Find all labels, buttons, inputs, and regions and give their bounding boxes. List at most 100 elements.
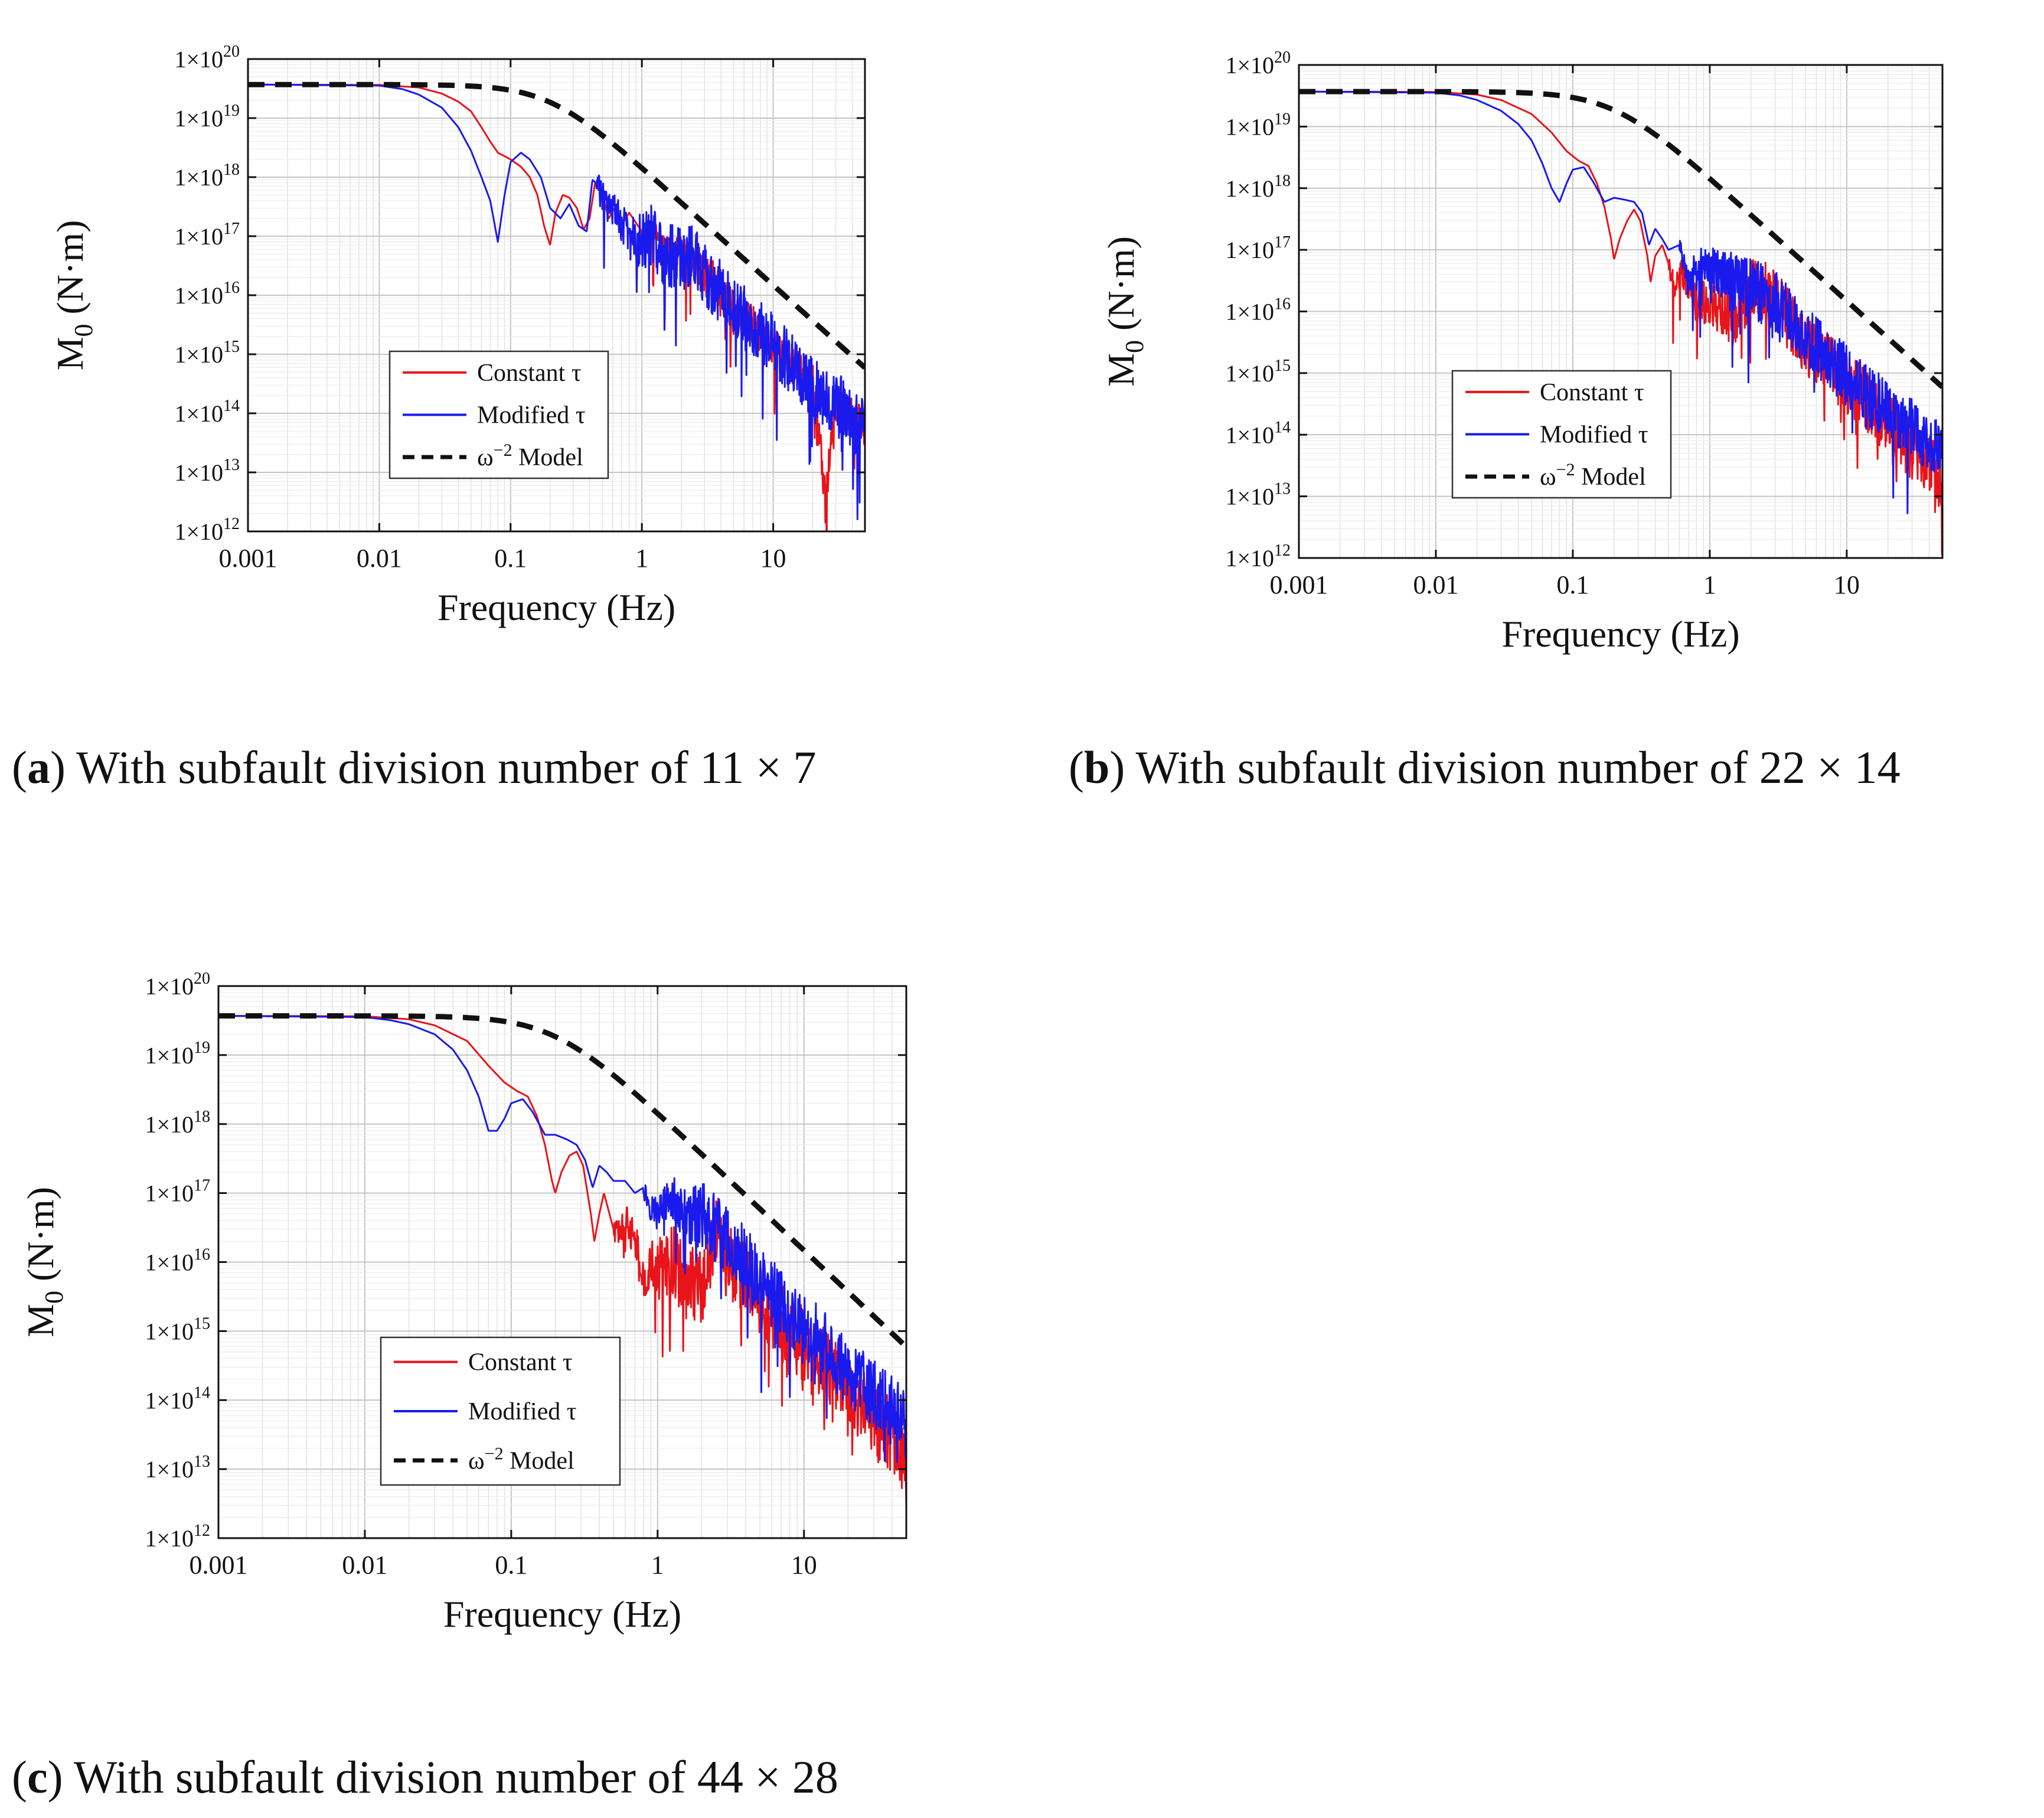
y-tick-exponent: 12 [194, 1522, 210, 1540]
y-tick-exponent: 20 [1274, 48, 1291, 67]
y-tick-base: 1×10 [1225, 175, 1274, 202]
y-tick-label: 1×1017 [1225, 233, 1291, 263]
y-tick-label: 1×1020 [174, 43, 240, 73]
caption-a-letter: a [27, 742, 50, 793]
legend-label-base: ω [477, 444, 494, 471]
y-tick-label: 1×1018 [1225, 172, 1291, 202]
y-tick-label: 1×1017 [174, 220, 240, 250]
legend-label: ω−2 Model [468, 1444, 574, 1474]
y-tick-label: 1×1018 [145, 1108, 210, 1138]
y-tick-exponent: 18 [194, 1108, 210, 1126]
y-axis-label-sub: 0 [40, 1291, 68, 1304]
y-axis-label-unit: (N·m) [1100, 236, 1142, 340]
x-tick-label: 10 [1834, 570, 1860, 599]
legend-label: Constant τ [468, 1349, 573, 1376]
y-tick-label: 1×1020 [145, 970, 210, 1000]
y-axis-label-main: M [49, 337, 91, 371]
y-axis-label-unit: (N·m) [49, 220, 91, 324]
x-tick-label: 0.1 [494, 544, 527, 573]
y-tick-label: 1×1020 [1225, 48, 1291, 79]
caption-b-text: With subfault division number of 22 × 14 [1135, 742, 1901, 793]
y-tick-base: 1×10 [174, 105, 223, 132]
legend-a: Constant τ Modified τ ω−2 Model [388, 350, 609, 479]
y-tick-base: 1×10 [1225, 237, 1274, 263]
x-tick-label: 1 [635, 544, 648, 573]
legend-label: ω−2 Model [477, 440, 583, 471]
y-tick-base: 1×10 [174, 400, 223, 427]
y-tick-exponent: 14 [1274, 418, 1291, 436]
x-tick-label: 1 [1703, 570, 1716, 599]
caption-b: (b) With subfault division number of 22 … [1069, 742, 1901, 793]
y-tick-label: 1×1017 [145, 1177, 210, 1207]
y-tick-exponent: 12 [223, 515, 240, 533]
y-axis-label-main: M [19, 1304, 61, 1337]
legend-label: Modified τ [468, 1398, 577, 1425]
y-tick-base: 1×10 [145, 1042, 194, 1069]
y-tick-label: 1×1015 [174, 338, 240, 368]
x-axis-label: Frequency (Hz) [1501, 613, 1739, 655]
caption-a-text: With subfault division number of 11 × 7 [76, 742, 817, 793]
x-tick-label: 10 [760, 544, 786, 573]
y-tick-base: 1×10 [145, 1249, 194, 1276]
y-tick-label: 1×1015 [1225, 357, 1291, 387]
legend-c: Constant τ Modified τ ω−2 Model [380, 1336, 621, 1486]
y-tick-exponent: 18 [223, 161, 240, 179]
series-modified-tau-line [248, 83, 865, 520]
x-tick-label: 0.001 [219, 544, 277, 573]
plot-area-b [1299, 89, 1942, 556]
caption-c: (c) With subfault division number of 44 … [12, 1751, 838, 1803]
y-tick-label: 1×1013 [145, 1453, 210, 1483]
y-tick-base: 1×10 [145, 1525, 194, 1552]
x-tick-label: 0.01 [1413, 570, 1458, 599]
y-tick-label: 1×1014 [174, 397, 240, 427]
series-modified-tau-line [1299, 90, 1942, 514]
x-tick-label: 0.001 [190, 1551, 248, 1579]
y-tick-base: 1×10 [1225, 422, 1274, 448]
y-tick-base: 1×10 [1225, 360, 1274, 387]
series-model-line [1299, 89, 1942, 389]
y-axis-label: M0 (N·m) [1100, 236, 1149, 387]
y-tick-exponent: 12 [1274, 541, 1291, 560]
y-tick-base: 1×10 [174, 459, 223, 486]
caption-c-text: With subfault division number of 44 × 28 [73, 1751, 838, 1803]
y-tick-label: 1×1013 [1225, 480, 1291, 510]
y-tick-base: 1×10 [1225, 484, 1274, 510]
legend-label-tail: Model [1575, 464, 1646, 491]
y-axis-label: M0 (N·m) [49, 220, 98, 371]
legend-label: ω−2 Model [1540, 460, 1646, 491]
y-tick-label: 1×1012 [174, 515, 240, 545]
y-tick-label: 1×1012 [145, 1522, 210, 1552]
y-tick-label: 1×1019 [1225, 110, 1291, 140]
y-tick-base: 1×10 [174, 164, 223, 191]
y-tick-label: 1×1019 [145, 1039, 210, 1069]
x-tick-label: 0.001 [1270, 570, 1328, 599]
y-tick-exponent: 16 [223, 279, 240, 297]
plot-area-c [218, 1013, 906, 1507]
y-tick-base: 1×10 [1225, 52, 1274, 79]
y-tick-base: 1×10 [1225, 113, 1274, 140]
y-tick-exponent: 19 [223, 102, 240, 120]
y-tick-label: 1×1016 [1225, 295, 1291, 325]
y-tick-exponent: 16 [194, 1246, 210, 1264]
series-model-line [218, 1013, 906, 1349]
y-tick-base: 1×10 [174, 223, 223, 250]
x-tick-label: 0.01 [357, 544, 402, 573]
legend-label: Constant τ [1540, 379, 1644, 406]
y-tick-label: 1×1016 [145, 1246, 210, 1276]
y-tick-label: 1×1014 [145, 1383, 210, 1414]
y-tick-base: 1×10 [145, 1387, 194, 1414]
y-tick-exponent: 19 [194, 1039, 210, 1057]
y-tick-exponent: 13 [194, 1453, 210, 1471]
caption-a: (a) With subfault division number of 11 … [12, 742, 817, 793]
y-tick-exponent: 13 [223, 456, 240, 474]
y-tick-label: 1×1019 [174, 102, 240, 132]
y-tick-base: 1×10 [174, 46, 223, 73]
y-tick-base: 1×10 [145, 1111, 194, 1138]
y-tick-exponent: 13 [1274, 480, 1291, 498]
y-tick-base: 1×10 [1225, 299, 1274, 325]
legend-b: Constant τ Modified τ ω−2 Model [1451, 370, 1672, 499]
legend-label-base: ω [1540, 464, 1556, 491]
x-tick-label: 0.1 [1556, 570, 1589, 599]
chart-b: 0.001 0.01 0.1 1 101×10121×10131×10141×10151… [1100, 48, 1944, 655]
y-tick-base: 1×10 [145, 973, 194, 1000]
